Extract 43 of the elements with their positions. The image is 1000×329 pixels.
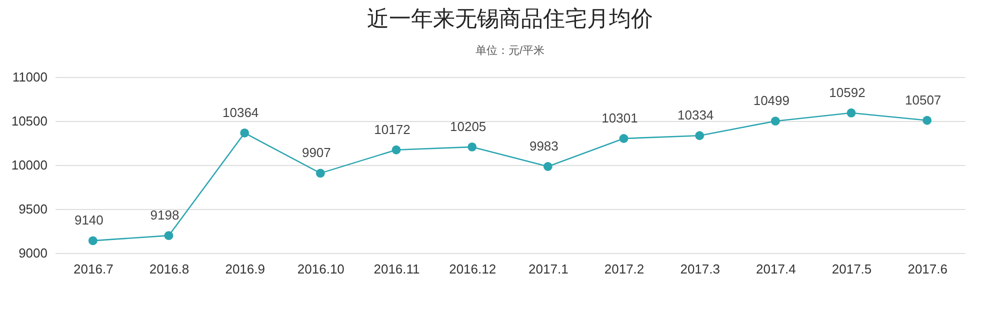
data-label: 9198	[150, 208, 180, 223]
x-tick-label: 2017.3	[680, 262, 720, 276]
x-tick-label: 2017.5	[832, 262, 872, 276]
data-label: 10334	[678, 108, 714, 123]
data-label: 10507	[905, 92, 942, 108]
data-label: 10364	[222, 104, 259, 120]
point	[316, 168, 325, 178]
x-tick-label: 2016.11	[374, 262, 420, 276]
y-tick-label: 10500	[11, 114, 48, 128]
point	[88, 236, 98, 246]
point	[695, 131, 704, 140]
point	[240, 128, 250, 138]
x-tick-label: 2016.7	[74, 262, 114, 276]
x-tick-label: 2017.6	[908, 262, 948, 276]
data-label: 10499	[753, 93, 790, 108]
point	[922, 116, 932, 125]
chart-title: 近一年来无锡商品住宅月均价	[367, 6, 653, 31]
x-tick-label: 2016.8	[149, 262, 190, 276]
chart-subtitle: 单位：元/平米	[475, 44, 545, 57]
data-label: 10205	[450, 118, 486, 134]
x-tick-label: 2017.2	[604, 262, 644, 276]
x-tick-label: 2017.4	[756, 262, 796, 276]
point	[619, 134, 628, 143]
point	[164, 231, 174, 240]
y-tick-label: 9500	[18, 202, 48, 216]
data-label: 10301	[602, 110, 638, 126]
x-tick-label: 2016.9	[225, 262, 265, 276]
y-tick-label: 10000	[11, 158, 48, 172]
point	[543, 162, 552, 171]
data-label: 10172	[374, 122, 410, 137]
x-tick-label: 2016.12	[449, 262, 496, 276]
point	[468, 142, 477, 152]
x-tick-label: 2016.10	[297, 262, 344, 276]
point	[846, 108, 856, 118]
data-label: 9140	[74, 212, 104, 228]
data-label: 9907	[302, 145, 331, 160]
x-tick-label: 2017.1	[528, 262, 568, 276]
data-label: 10592	[829, 84, 866, 100]
y-tick-label: 9000	[18, 246, 48, 260]
y-tick-label: 11000	[12, 70, 48, 84]
point	[392, 145, 401, 154]
point	[770, 116, 780, 126]
data-label: 9983	[529, 138, 558, 154]
